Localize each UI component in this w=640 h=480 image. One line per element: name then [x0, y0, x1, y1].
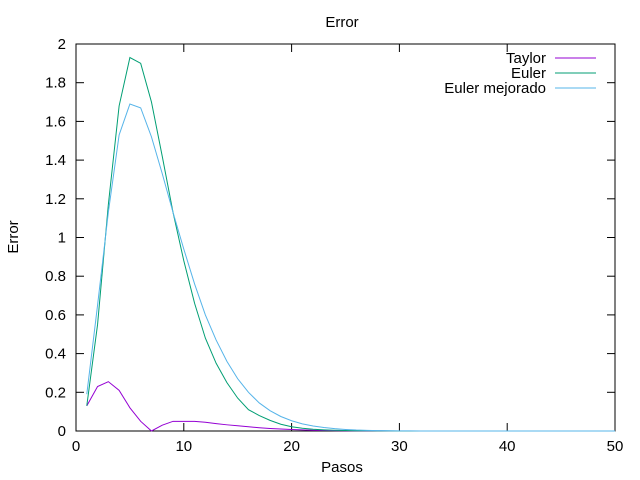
y-tick-label: 0.6 — [45, 307, 66, 324]
y-tick-label: 2 — [58, 36, 66, 53]
legend-label: Euler mejorado — [444, 80, 546, 97]
y-tick-label: 0 — [58, 423, 66, 440]
x-axis-label: Pasos — [321, 459, 363, 476]
chart-title: Error — [325, 14, 358, 31]
x-tick-label: 20 — [283, 438, 300, 455]
y-axis-label: Error — [5, 220, 22, 253]
legend-label: Taylor — [506, 50, 546, 67]
x-tick-label: 40 — [499, 438, 516, 455]
x-tick-label: 10 — [175, 438, 192, 455]
x-tick-label: 50 — [607, 438, 624, 455]
y-tick-label: 1.4 — [45, 152, 66, 169]
y-tick-label: 1 — [58, 230, 66, 247]
x-tick-label: 30 — [391, 438, 408, 455]
legend-label: Euler — [511, 65, 546, 82]
series-layer — [86, 56, 615, 432]
y-tick-label: 1.6 — [45, 113, 66, 130]
y-tick-label: 0.4 — [45, 346, 66, 363]
axis-ticks: 0 10 20 30 40 50 0 0.2 0.4 0.6 0.8 1 1.2 1.4 1.6 1.8 2 — [45, 36, 623, 455]
series-line-euler-mejorado — [86, 103, 615, 432]
x-tick-label: 0 — [72, 438, 80, 455]
y-tick-label: 1.2 — [45, 191, 66, 208]
y-tick-label: 0.2 — [45, 384, 66, 401]
y-tick-label: 0.8 — [45, 268, 66, 285]
y-tick-label: 1.8 — [45, 75, 66, 92]
